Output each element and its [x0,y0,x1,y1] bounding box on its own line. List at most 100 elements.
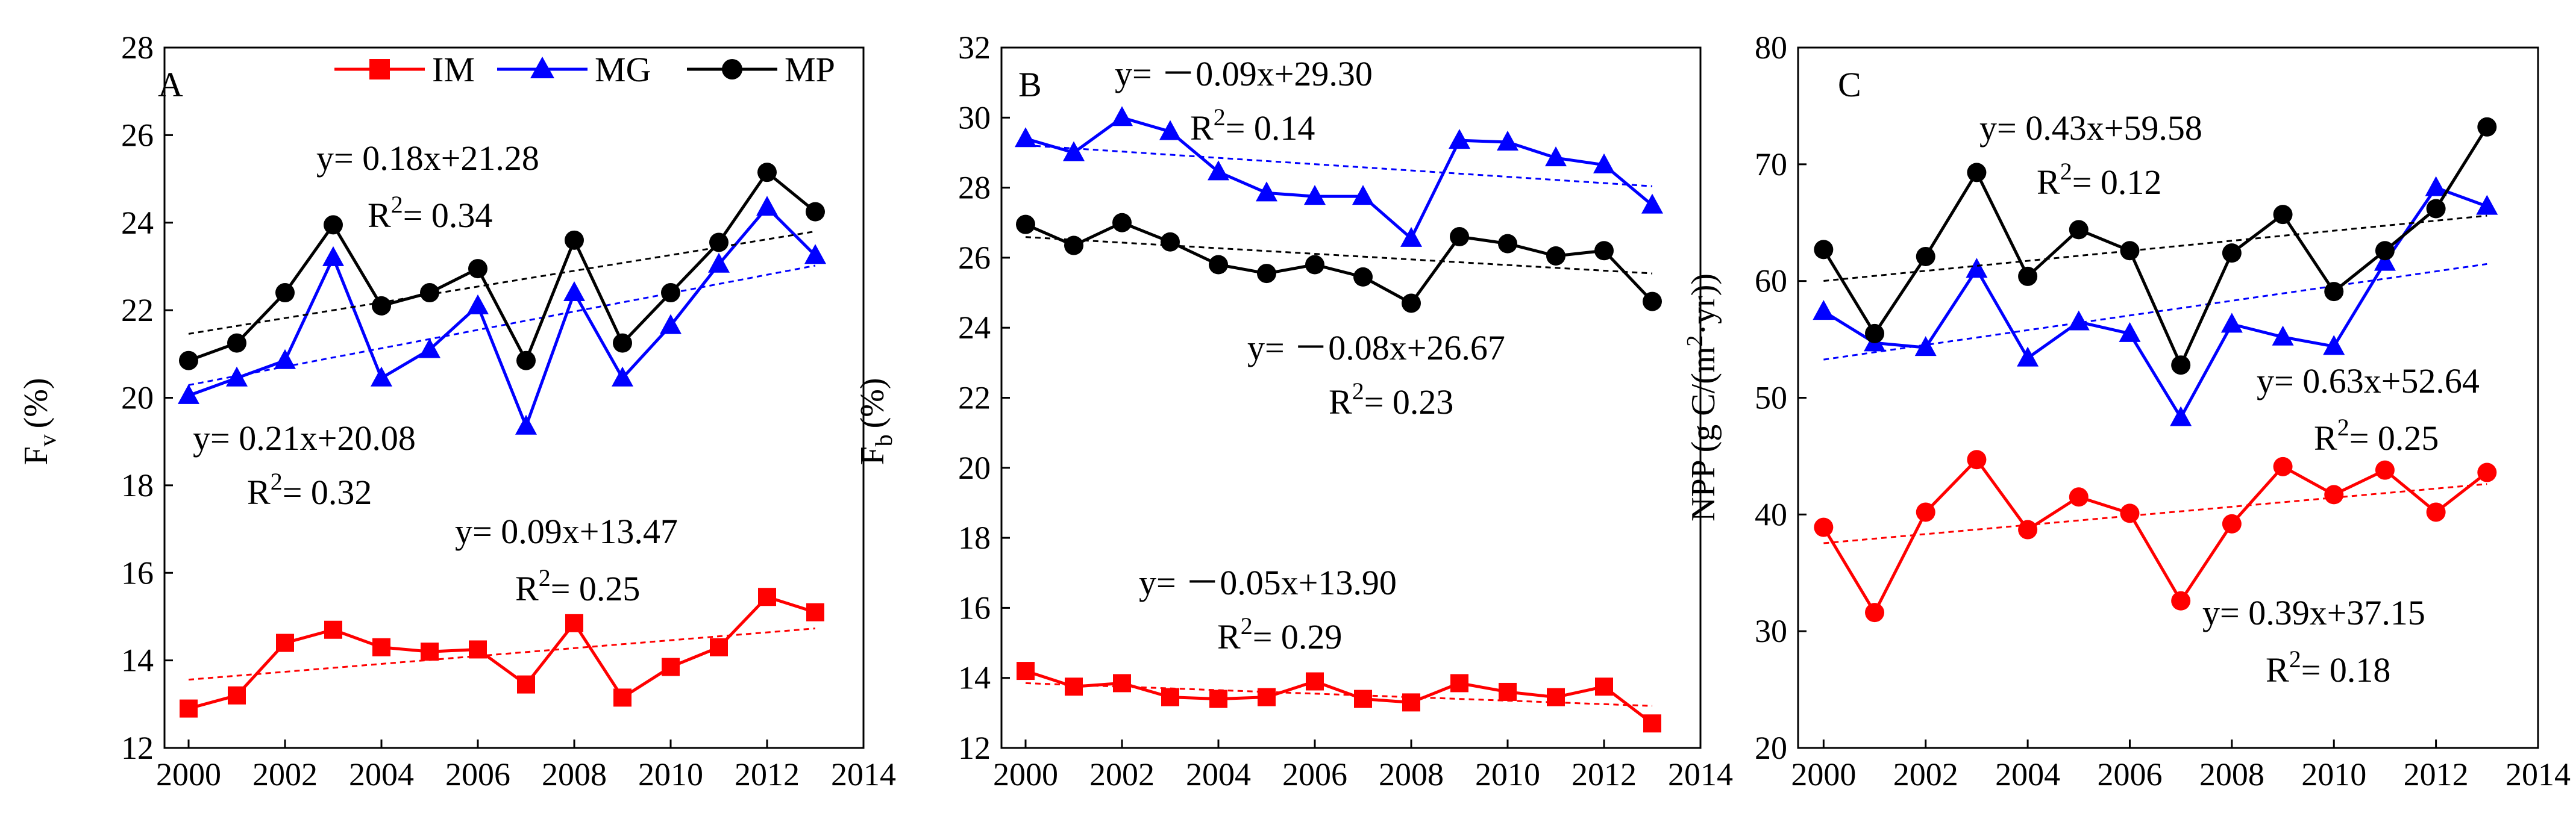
panel-b-im-point [1161,688,1179,706]
panel-b-mg-point [1015,127,1036,148]
panel-a-mp-point [372,296,391,316]
panel-a-mp-point [516,350,536,370]
panel-b-mg-series-line [1025,116,1653,240]
panel-b-mp-point [1594,241,1614,261]
panel-c-mp-point [2324,282,2344,302]
legend-mg-label: MG [595,50,651,89]
panel-c-mg-point [2220,313,2243,333]
panel-c-eq-mp: y= 0.43x+59.58 [1979,108,2202,148]
panel-a-mp-point [757,163,777,182]
legend-entry-im: IM [334,50,475,89]
panel-a-ytick-label: 12 [121,730,154,766]
panel-b-xtick-label: 2014 [1668,756,1733,793]
panel-a-ylabel-sub: v [34,434,61,446]
panel-c-mp-point [1865,323,1885,343]
legend-im-marker [369,59,390,79]
panel-c-mp-point [2477,117,2497,137]
panel-c-mg-point [2425,176,2447,196]
panel-c-ytick-label: 20 [1755,730,1787,766]
panel-b-x-axis: 2000 2002 2004 2006 2008 2010 2012 2014 [993,740,1733,793]
panel-b-ytick-label: 16 [958,590,991,626]
panel-b-mg-point [1497,131,1518,151]
panel-b-y-axis: 12 14 16 18 20 22 24 26 28 30 32 [958,30,1010,766]
panel-a-ytick-label: 16 [121,555,154,591]
panel-b-im-point [1258,688,1276,706]
panel-c-r2-mg: R2= 0.25 [2314,414,2439,458]
panel-b-mg-point [1593,153,1615,173]
panel-b-ylabel-unit: (%) [854,378,891,428]
panel-b-r2-im-value: 0.29 [1281,617,1343,656]
panel-b-r2-mp-value: 0.23 [1393,382,1454,422]
panel-b-ylabel-main: F [854,446,891,465]
panel-a-mp-point [179,350,198,370]
panel-c-im-point [2477,462,2497,482]
panel-c-im-point [2069,487,2089,507]
panel-a-im-point [228,686,246,705]
panel-b-ytick-label: 28 [958,170,991,206]
panel-a-mg-point [515,414,537,435]
panel-c-mp-point [2171,355,2191,375]
panel-b-ytick-label: 26 [958,240,991,276]
panel-c-eq-mg: y= 0.63x+52.64 [2257,361,2480,400]
panel-c-mp-point [2120,241,2140,261]
panel-a-im-point [758,588,776,606]
panel-c-im-point [2018,520,2038,540]
panel-b-im-point [1402,693,1420,712]
panel-c-r2-im: R2= 0.18 [2266,646,2390,690]
panel-a-xtick-label: 2000 [156,756,221,793]
panel-c-mg-point [2323,335,2345,355]
panel-a-mg-series-line [188,205,816,428]
panel-b-ytick-label: 20 [958,450,991,486]
panel-b-mp-point [1305,255,1324,275]
panel-b-xtick-label: 2002 [1089,756,1155,793]
panel-c-ytick-label: 70 [1755,146,1787,182]
panel-b-xtick-label: 2008 [1379,756,1444,793]
panel-a-im-point [276,634,294,652]
panel-a-xtick-label: 2008 [542,756,607,793]
panel-c-eq-im: y= 0.39x+37.15 [2202,593,2425,632]
panel-c-mp-point [2426,199,2446,219]
panel-b-mp-point [1161,232,1180,252]
panel-c-mg-point [2119,322,2141,342]
panel-b-mg-point [1256,181,1277,202]
panel-a-mp-point [227,333,246,353]
panel-b-mp-point [1353,267,1373,287]
panel-a-ylabel: Fv (%) [17,378,61,465]
panel-a-mp-point [565,230,584,250]
panel-b-mp-point [1402,293,1421,313]
panel-a-mg-point [371,366,392,387]
panel-a-mp-point [324,215,343,235]
panel-b-marks [1015,106,1663,733]
legend-mg-marker [530,57,554,78]
panel-a-mg-point [660,314,682,334]
panel-a-im-point [372,638,390,656]
panel-b-r2-mp: R2= 0.23 [1329,378,1453,422]
panel-a-im-point [565,614,583,632]
panel-c-mg-series-line [1823,186,2488,419]
panel-a-ytick-label: 22 [121,292,154,328]
panel-a-mg-point [612,366,633,387]
panel-a-mg-point [563,281,585,302]
panel-b-mp-point [1643,291,1662,311]
panel-a-mg-point [322,246,344,266]
panel-c: 2000 2002 2004 2006 2008 2010 2012 2014 20 30 40 5… [1682,30,2571,793]
panel-c-im-point [2120,503,2140,523]
panel-b-xtick-label: 2000 [993,756,1058,793]
panel-a-mp-point [806,202,825,222]
panel-c-im-point [2375,460,2395,480]
panel-c-im-point [2426,502,2446,522]
panel-c-ylabel-sup: 2 [1682,335,1708,347]
panel-c-mp-series-line [1822,126,2489,367]
panel-b-eq-im: y= －0.05x+13.90 [1139,563,1397,602]
panel-a-ytick-label: 18 [121,467,154,503]
panel-b-ytick-label: 32 [958,30,991,66]
panel-b-eq-mp: y= －0.08x+26.67 [1247,328,1505,367]
panel-c-mp-point [2069,220,2089,240]
panel-a-ytick-label: 20 [121,380,154,416]
panel-a-mg-point [226,366,248,387]
panel-c-ylabel-rest: ·yr)) [1685,273,1722,335]
panel-c-marks [1813,117,2498,623]
panel-a-eq-mg: y= 0.21x+20.08 [193,419,416,458]
